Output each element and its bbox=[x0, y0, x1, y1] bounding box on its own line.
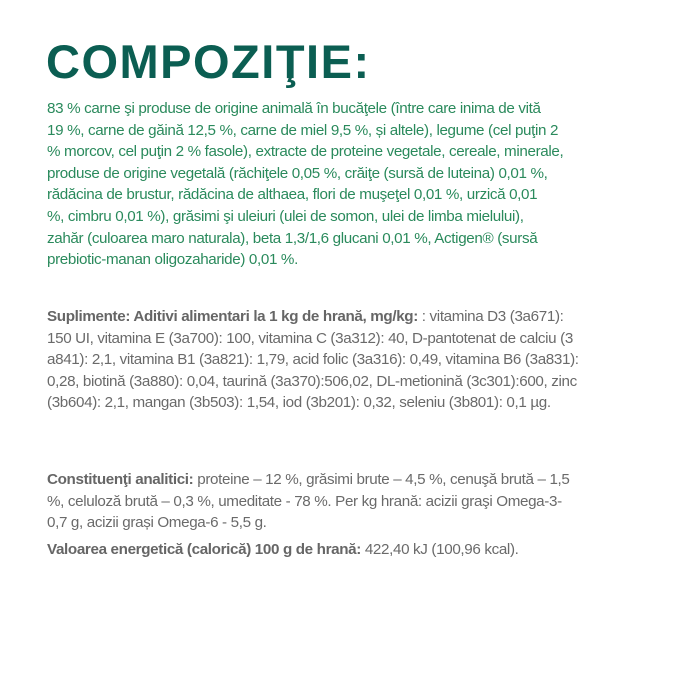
text-line: % morcov, cel puţin 2 % fasole), extract… bbox=[47, 143, 564, 161]
text-line: 0,28, biotină (3a880): 0,04, taurină (3a… bbox=[47, 372, 577, 390]
analytical-label: Constituenţi analitici: bbox=[47, 471, 194, 488]
text-line: 19 %, carne de găină 12,5 %, carne de mi… bbox=[47, 121, 559, 139]
energy-label: Valoarea energetică (calorică) 100 g de … bbox=[47, 541, 361, 558]
text-line: a841): 2,1, vitamina B1 (3a821): 1,79, a… bbox=[47, 351, 579, 369]
analytical-paragraph: Constituenţi analitici: proteine – 12 %,… bbox=[47, 469, 570, 534]
text-line: prebiotic-manan oligozaharide) 0,01 %. bbox=[47, 251, 298, 269]
supplements-label: Suplimente: Aditivi alimentari la 1 kg d… bbox=[47, 308, 418, 325]
text-line: 83 % carne şi produse de origine animală… bbox=[47, 100, 541, 117]
text-line: 0,7 g, acizii grași Omega-6 - 5,5 g. bbox=[47, 514, 267, 532]
text-line: %, cimbru 0,01 %), grăsimi şi uleiuri (u… bbox=[47, 207, 524, 225]
text-line: (3b604): 2,1, mangan (3b503): 1,54, iod … bbox=[47, 394, 551, 412]
text-line: zahăr (culoarea maro naturala), beta 1,3… bbox=[47, 229, 538, 247]
text-line: rădăcina de brustur, rădăcina de althaea… bbox=[47, 186, 538, 204]
text-line: 150 UI, vitamina E (3a700): 100, vitamin… bbox=[47, 329, 573, 347]
energy-paragraph: Valoarea energetică (calorică) 100 g de … bbox=[47, 539, 519, 561]
text-line: proteine – 12 %, grăsimi brute – 4,5 %, … bbox=[193, 471, 570, 488]
text-line: : vitamina D3 (3a671): bbox=[417, 308, 564, 325]
text-line: produse de origine vegetală (răchiţele 0… bbox=[47, 164, 548, 182]
composition-paragraph: 83 % carne şi produse de origine animală… bbox=[47, 98, 564, 271]
text-line: %, celuloză brută – 0,3 %, umeditate - 7… bbox=[47, 492, 562, 510]
energy-value: 422,40 kJ (100,96 kcal). bbox=[360, 541, 519, 558]
supplements-paragraph: Suplimente: Aditivi alimentari la 1 kg d… bbox=[47, 306, 579, 414]
page-title: COMPOZIŢIE: bbox=[46, 35, 371, 88]
